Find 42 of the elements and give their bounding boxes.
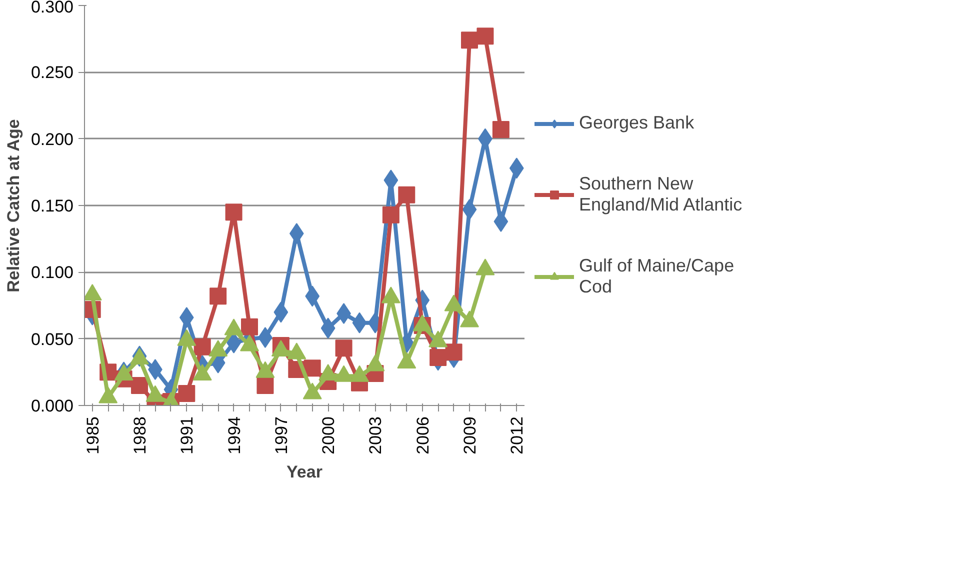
point	[194, 338, 211, 356]
y-tick-label: 0.150	[30, 196, 74, 216]
point	[179, 307, 194, 328]
point	[476, 28, 494, 45]
x-tick-label: 2003	[366, 416, 386, 454]
y-tick-label: 0.250	[30, 63, 74, 82]
legend-label: Southern New England/Mid Atlantic	[579, 174, 742, 216]
point	[494, 211, 508, 232]
x-tick-label: 1988	[130, 416, 150, 454]
x-axis-title: Year	[286, 462, 323, 482]
x-tick-label: 1985	[83, 416, 102, 454]
y-axis-title: Relative Catch at Age	[4, 119, 23, 292]
y-tick-label: 0.100	[30, 263, 74, 282]
point	[445, 344, 462, 361]
x-tick-label: 1994	[224, 416, 244, 454]
point	[461, 32, 478, 49]
y-tick-label: 0.050	[30, 330, 74, 349]
legend-label: Georges Bank	[579, 112, 694, 134]
point	[492, 121, 510, 138]
x-tick-label: 2000	[319, 416, 338, 454]
point	[462, 199, 477, 220]
x-tick-label: 1997	[272, 416, 291, 454]
point	[256, 377, 274, 394]
point	[131, 377, 148, 394]
point	[241, 318, 258, 336]
point	[225, 204, 242, 221]
x-tick-label: 2009	[460, 416, 480, 454]
point	[210, 288, 227, 305]
y-tick-label: 0.200	[30, 130, 74, 149]
point	[398, 186, 416, 204]
x-tick-label: 2006	[413, 416, 432, 454]
x-tick-label: 2012	[508, 416, 527, 454]
point	[178, 385, 196, 402]
y-tick-label: 0.300	[30, 0, 74, 16]
point	[304, 360, 321, 377]
x-tick-label: 1991	[178, 416, 197, 454]
point	[289, 223, 304, 244]
y-tick-label: 0.000	[30, 396, 74, 416]
point	[382, 206, 400, 224]
point	[430, 349, 447, 366]
point	[335, 340, 352, 357]
legend-label: Gulf of Maine/Cape Cod	[579, 256, 734, 298]
